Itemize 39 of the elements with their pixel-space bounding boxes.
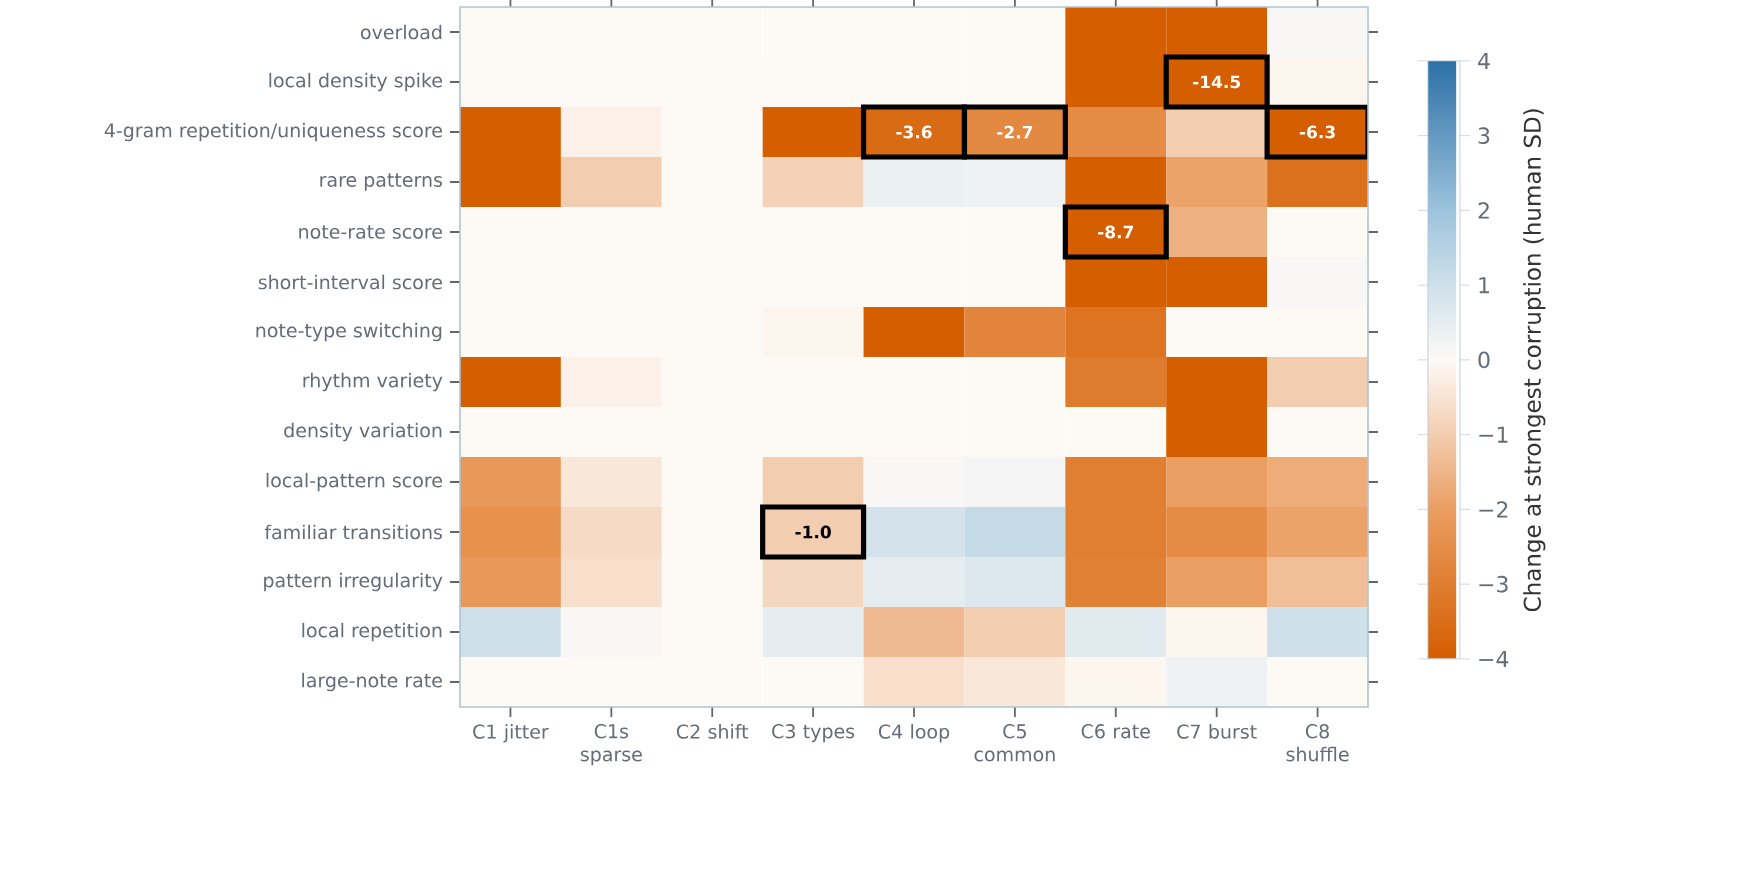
color-bar-label: 1	[1479, 277, 1489, 294]
y-tick-label: pattern irregularity	[264, 572, 443, 592]
x-tick-label: C2 shift	[676, 724, 749, 739]
x-tick-label: C6 rate	[1081, 724, 1150, 739]
color-bar-label: 2	[1478, 202, 1489, 219]
color-bar-label: −1	[1479, 426, 1508, 443]
color-bar-label: 4	[1478, 52, 1490, 69]
y-tick-label: density variation	[284, 422, 442, 442]
color-bar-label: 3	[1478, 127, 1490, 144]
y-tick-label: 4-gram repetition/uniqueness score	[104, 122, 442, 142]
x-tick-label: C1s sparse	[580, 724, 642, 766]
x-tick-label: C3 types	[772, 724, 855, 743]
data-label: -2.7	[997, 125, 1033, 139]
data-label: -3.6	[896, 125, 932, 139]
x-tick-label: C7 burst	[1177, 724, 1257, 739]
x-tick-label: C5 common	[974, 724, 1055, 762]
data-label: -6.3	[1299, 125, 1335, 139]
y-tick-label: local-pattern score	[266, 472, 442, 492]
y-tick-label: note-rate score	[299, 225, 442, 239]
y-tick-label: overload	[361, 24, 442, 40]
data-label: -8.7	[1098, 225, 1134, 239]
data-label: -1.0	[795, 525, 831, 539]
y-tick-label: short-interval score	[258, 274, 442, 290]
color-bar-title: Change at strongest corruption (human SD)	[1523, 109, 1546, 612]
color-bar-label: −4	[1479, 650, 1509, 667]
y-tick-label: local density spike	[269, 72, 442, 92]
color-bar-label: −3	[1479, 575, 1508, 593]
y-tick-label: large-note rate	[302, 672, 442, 692]
color-bar-label: 0	[1478, 351, 1490, 369]
x-tick-label: C8 shuffle	[1286, 724, 1349, 762]
y-tick-label: familiar transitions	[264, 524, 443, 540]
y-tick-label: local repetition	[302, 622, 442, 642]
y-tick-label: note-type switching	[256, 322, 442, 342]
color-bar-label: −2	[1479, 501, 1508, 518]
y-tick-label: rare patterns	[320, 173, 443, 191]
y-tick-label: rhythm variety	[303, 372, 443, 392]
x-tick-label: C1 jitter	[473, 724, 549, 743]
x-tick-label: C4 loop	[878, 724, 950, 743]
data-label: -14.5	[1193, 75, 1240, 89]
